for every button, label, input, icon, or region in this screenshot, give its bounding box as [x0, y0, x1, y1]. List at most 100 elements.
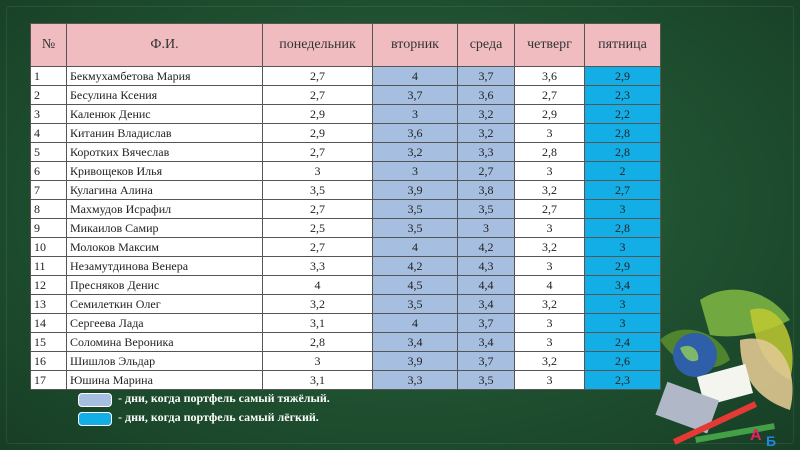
table-row: 4 Китанин Владислав 2,9 3,6 3,2 3 2,8 [30, 123, 661, 143]
cell-student-name: Молоков Максим [66, 237, 263, 257]
cell-tuesday: 3 [372, 161, 458, 181]
cell-wednesday: 3 [457, 218, 515, 238]
cell-friday: 2,9 [584, 66, 661, 86]
cell-tuesday: 4 [372, 66, 458, 86]
cell-wednesday: 2,7 [457, 161, 515, 181]
cell-friday: 2,6 [584, 351, 661, 371]
cell-friday: 2 [584, 161, 661, 181]
cell-student-name: Кривощеков Илья [66, 161, 263, 181]
cell-tuesday: 4,2 [372, 256, 458, 276]
cell-monday: 2,9 [262, 104, 373, 124]
board-frame [6, 6, 794, 444]
cell-wednesday: 3,3 [457, 142, 515, 162]
cell-monday: 3 [262, 161, 373, 181]
cell-thursday: 3,2 [514, 237, 585, 257]
header-friday: пятница [584, 23, 661, 67]
cell-friday: 2,4 [584, 332, 661, 352]
table-row: 10 Молоков Максим 2,7 4 4,2 3,2 3 [30, 237, 661, 257]
cell-monday: 2,9 [262, 123, 373, 143]
cell-monday: 2,7 [262, 85, 373, 105]
cell-wednesday: 3,7 [457, 313, 515, 333]
table-row: 16 Шишлов Эльдар 3 3,9 3,7 3,2 2,6 [30, 351, 661, 371]
cell-thursday: 3 [514, 218, 585, 238]
table-row: 1 Бекмухамбетова Мария 2,7 4 3,7 3,6 2,9 [30, 66, 661, 86]
cell-monday: 3,5 [262, 180, 373, 200]
cell-wednesday: 4,2 [457, 237, 515, 257]
table-row: 3 Каленюк Денис 2,9 3 3,2 2,9 2,2 [30, 104, 661, 124]
cell-wednesday: 3,5 [457, 199, 515, 219]
cell-number: 16 [30, 351, 67, 371]
table-row: 8 Махмудов Исрафил 2,7 3,5 3,5 2,7 3 [30, 199, 661, 219]
cell-thursday: 3,2 [514, 180, 585, 200]
cell-wednesday: 3,4 [457, 332, 515, 352]
cell-number: 7 [30, 180, 67, 200]
cell-number: 8 [30, 199, 67, 219]
cell-friday: 3 [584, 237, 661, 257]
cell-wednesday: 3,4 [457, 294, 515, 314]
cell-friday: 2,8 [584, 123, 661, 143]
header-tuesday: вторник [372, 23, 458, 67]
cell-tuesday: 3,5 [372, 294, 458, 314]
cell-number: 9 [30, 218, 67, 238]
cell-friday: 3 [584, 294, 661, 314]
cell-thursday: 3 [514, 313, 585, 333]
cell-number: 6 [30, 161, 67, 181]
cell-number: 1 [30, 66, 67, 86]
cell-friday: 2,8 [584, 218, 661, 238]
table-row: 6 Кривощеков Илья 3 3 2,7 3 2 [30, 161, 661, 181]
cell-student-name: Каленюк Денис [66, 104, 263, 124]
cell-wednesday: 3,2 [457, 123, 515, 143]
cell-friday: 2,8 [584, 142, 661, 162]
legend-light-swatch [78, 412, 112, 426]
cell-wednesday: 3,7 [457, 351, 515, 371]
cell-thursday: 3,2 [514, 351, 585, 371]
header-thursday: четверг [514, 23, 585, 67]
cell-monday: 3,1 [262, 313, 373, 333]
cell-student-name: Махмудов Исрафил [66, 199, 263, 219]
cell-thursday: 2,8 [514, 142, 585, 162]
cell-number: 12 [30, 275, 67, 295]
cell-number: 4 [30, 123, 67, 143]
table-row: 15 Соломина Вероника 2,8 3,4 3,4 3 2,4 [30, 332, 661, 352]
cell-wednesday: 4,4 [457, 275, 515, 295]
cell-monday: 2,8 [262, 332, 373, 352]
cell-student-name: Соломина Вероника [66, 332, 263, 352]
cell-student-name: Семилеткин Олег [66, 294, 263, 314]
cell-monday: 3,3 [262, 256, 373, 276]
cell-thursday: 3,6 [514, 66, 585, 86]
cell-tuesday: 3,2 [372, 142, 458, 162]
cell-monday: 2,7 [262, 199, 373, 219]
cell-wednesday: 4,3 [457, 256, 515, 276]
cell-thursday: 2,9 [514, 104, 585, 124]
cell-tuesday: 4,5 [372, 275, 458, 295]
cell-student-name: Китанин Владислав [66, 123, 263, 143]
cell-thursday: 3 [514, 370, 585, 390]
cell-thursday: 3 [514, 123, 585, 143]
table-row: 5 Коротких Вячеслав 2,7 3,2 3,3 2,8 2,8 [30, 142, 661, 162]
cell-monday: 4 [262, 275, 373, 295]
table-row: 7 Кулагина Алина 3,5 3,9 3,8 3,2 2,7 [30, 180, 661, 200]
cell-friday: 3,4 [584, 275, 661, 295]
header-name: Ф.И. [66, 23, 263, 67]
table-row: 2 Бесулина Ксения 2,7 3,7 3,6 2,7 2,3 [30, 85, 661, 105]
cell-monday: 3,2 [262, 294, 373, 314]
cell-monday: 2,7 [262, 66, 373, 86]
cell-thursday: 2,7 [514, 85, 585, 105]
cell-student-name: Коротких Вячеслав [66, 142, 263, 162]
cell-number: 13 [30, 294, 67, 314]
cell-thursday: 3 [514, 332, 585, 352]
cell-friday: 2,3 [584, 370, 661, 390]
cell-friday: 2,7 [584, 180, 661, 200]
header-number: № [30, 23, 67, 67]
header-wednesday: среда [457, 23, 515, 67]
cell-wednesday: 3,5 [457, 370, 515, 390]
cell-monday: 3 [262, 351, 373, 371]
cell-monday: 2,5 [262, 218, 373, 238]
cell-tuesday: 3,4 [372, 332, 458, 352]
school-supplies-illustration: А Б [655, 289, 793, 449]
cell-student-name: Кулагина Алина [66, 180, 263, 200]
cell-tuesday: 4 [372, 313, 458, 333]
cell-number: 5 [30, 142, 67, 162]
table-row: 12 Пресняков Денис 4 4,5 4,4 4 3,4 [30, 275, 661, 295]
cell-friday: 2,2 [584, 104, 661, 124]
